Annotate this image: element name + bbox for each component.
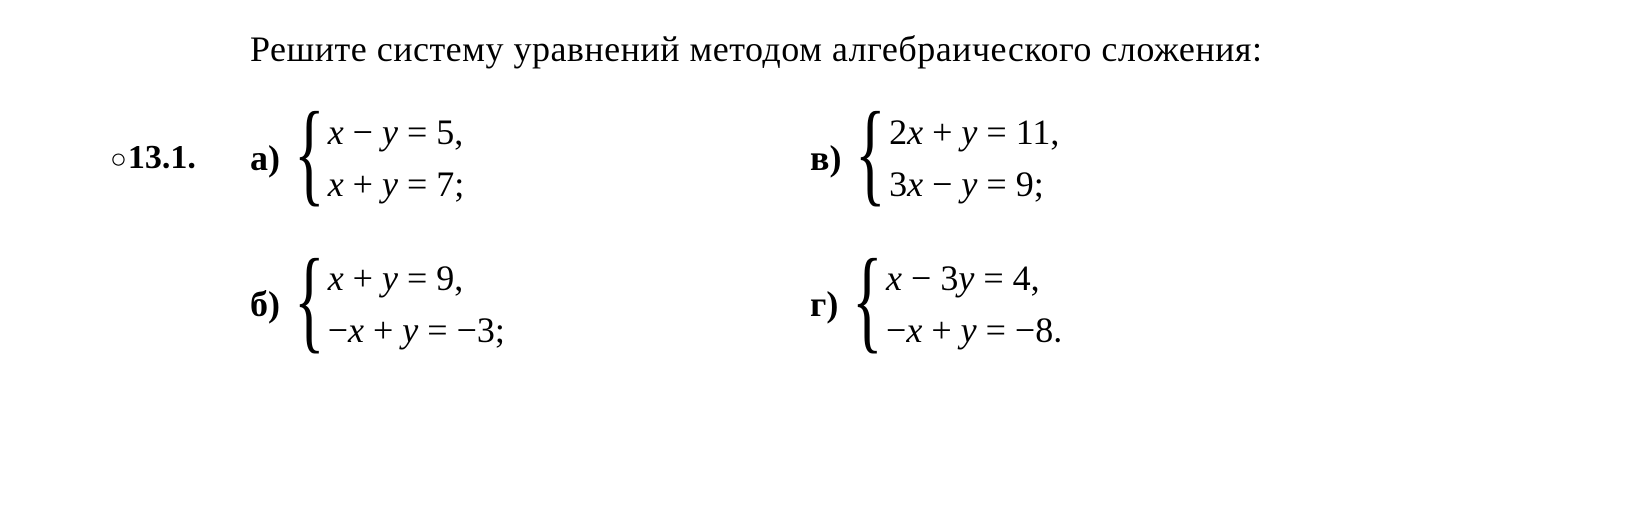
part-b: б) { x + y = 9, −x + y = −3; (250, 252, 810, 356)
part-g: г) { x − 3y = 4, −x + y = −8. (810, 252, 1062, 356)
part-g-label: г) (810, 283, 838, 325)
part-v-label: в) (810, 137, 841, 179)
exercise-number: ○13.1. (110, 139, 250, 177)
brace-icon: { (294, 259, 325, 343)
part-b-label: б) (250, 283, 280, 325)
eq-v-2: 3x − y = 9; (889, 158, 1059, 210)
eq-b-1: x + y = 9, (328, 252, 505, 304)
system-a: x − y = 5, x + y = 7; (328, 106, 465, 210)
part-v: в) { 2x + y = 11, 3x − y = 9; (810, 106, 1059, 210)
eq-v-1: 2x + y = 11, (889, 106, 1059, 158)
exercise-row-1: ○13.1. а) { x − y = 5, x + y = 7; в) { 2… (110, 106, 1590, 210)
brace-icon: { (294, 112, 325, 196)
system-b: x + y = 9, −x + y = −3; (328, 252, 505, 356)
eq-b-2: −x + y = −3; (328, 304, 505, 356)
system-v: 2x + y = 11, 3x − y = 9; (889, 106, 1059, 210)
eq-g-1: x − 3y = 4, (886, 252, 1062, 304)
exercise-row-2: б) { x + y = 9, −x + y = −3; г) { x − 3y… (110, 252, 1590, 356)
exercise-marker-circle: ○ (110, 144, 128, 175)
part-a: а) { x − y = 5, x + y = 7; (250, 106, 810, 210)
eq-a-2: x + y = 7; (328, 158, 465, 210)
eq-g-2: −x + y = −8. (886, 304, 1062, 356)
eq-a-1: x − y = 5, (328, 106, 465, 158)
system-g: x − 3y = 4, −x + y = −8. (886, 252, 1062, 356)
brace-icon: { (855, 112, 886, 196)
page: Решите систему уравнений методом алгебра… (0, 0, 1650, 507)
instruction-text: Решите систему уравнений методом алгебра… (250, 22, 1550, 78)
part-a-label: а) (250, 137, 280, 179)
exercise-number-text: 13.1. (128, 139, 196, 176)
brace-icon: { (852, 259, 883, 343)
